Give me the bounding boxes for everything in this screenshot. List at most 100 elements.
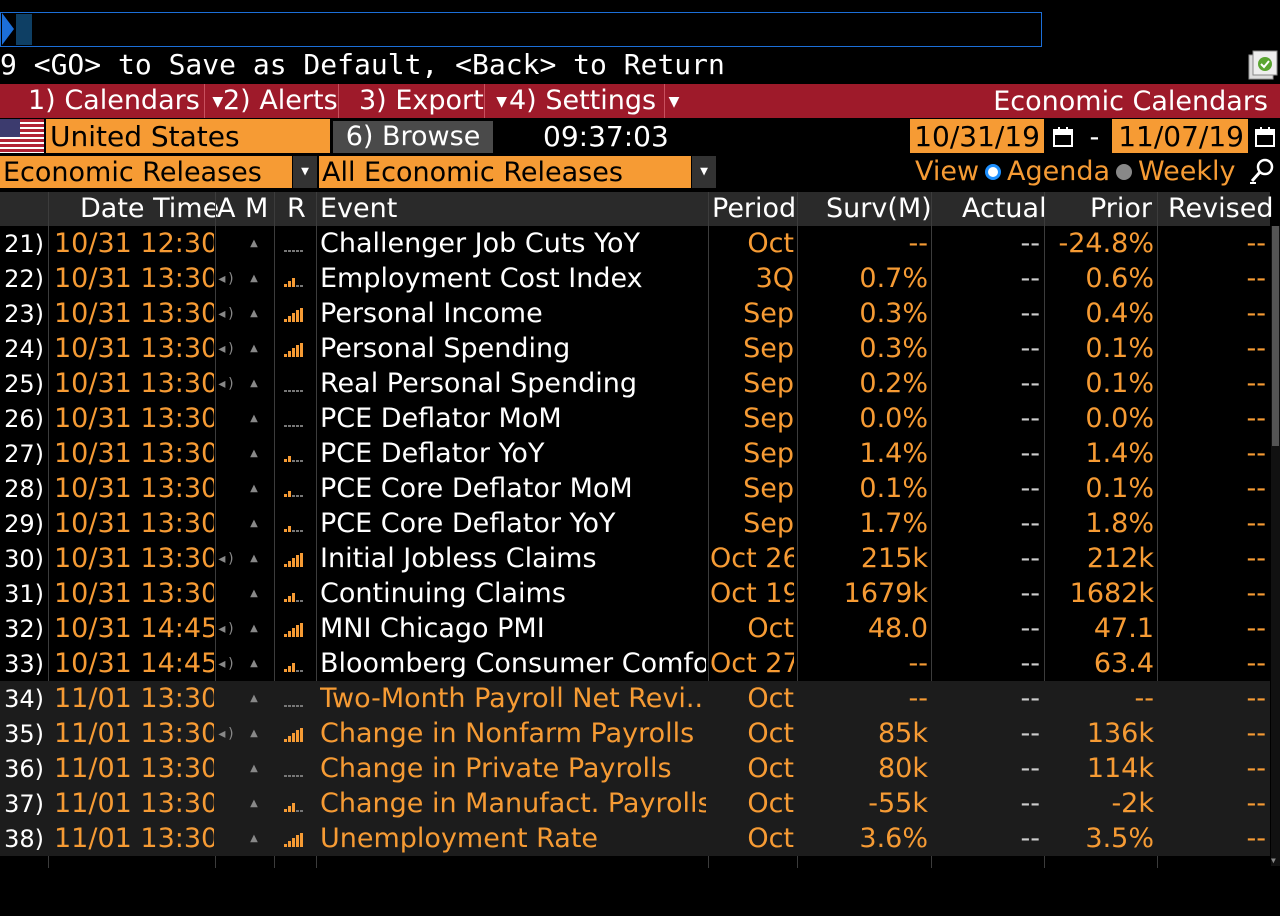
row-event[interactable]: Personal Spending (320, 333, 571, 364)
table-row[interactable]: 36) 11/01 13:30 Change in Private Payrolls… (0, 751, 1270, 786)
row-event[interactable]: PCE Core Deflator YoY (320, 508, 616, 539)
table-row[interactable]: 22) 10/31 13:30 Employment Cost Index 3Q 0.7… (0, 261, 1270, 296)
speaker-alert-icon[interactable]: ◂ ) (218, 376, 234, 392)
end-date-field[interactable]: 11/07/19 (1112, 119, 1248, 153)
speaker-alert-icon[interactable] (214, 821, 238, 856)
search-icon[interactable] (1248, 156, 1276, 186)
column-header-actual[interactable]: Actual (962, 193, 1047, 224)
row-event[interactable]: MNI Chicago PMI (320, 613, 545, 644)
bell-icon[interactable]: ▲ (250, 308, 258, 319)
menu-calendars[interactable]: 1) Calendars ▼ (0, 84, 223, 118)
bell-icon[interactable]: ▲ (250, 693, 258, 704)
view-weekly-label[interactable]: Weekly (1138, 156, 1236, 187)
bell-icon[interactable]: ▲ (250, 448, 258, 459)
chevron-down-icon[interactable]: ▼ (692, 156, 716, 188)
table-row[interactable]: 24) 10/31 13:30 Personal Spending Sep 0.3% --… (0, 331, 1270, 366)
table-row[interactable]: 21) 10/31 12:30 Challenger Job Cuts YoY Oct… (0, 226, 1270, 261)
view-agenda-radio[interactable] (985, 164, 1001, 180)
table-row[interactable]: 33) 10/31 14:45 Bloomberg Consumer Comfort… (0, 646, 1270, 681)
row-event[interactable]: Initial Jobless Claims (320, 543, 597, 574)
category-dropdown[interactable]: Economic Releases (0, 156, 292, 188)
row-event[interactable]: Real Personal Spending (320, 368, 638, 399)
bell-icon[interactable]: ▲ (250, 728, 258, 739)
country-field[interactable]: United States (46, 119, 330, 153)
speaker-alert-icon[interactable]: ◂ ) (218, 551, 234, 567)
speaker-alert-icon[interactable] (214, 506, 238, 541)
speaker-alert-icon[interactable]: ◂ ) (218, 656, 234, 672)
bell-icon[interactable]: ▲ (250, 763, 258, 774)
speaker-alert-icon[interactable]: ◂ ) (218, 341, 234, 357)
speaker-alert-icon[interactable]: ◂ ) (218, 306, 234, 322)
row-event[interactable]: Bloomberg Consumer Comfort (320, 648, 706, 679)
bell-icon[interactable]: ▲ (250, 833, 258, 844)
menu-export[interactable]: 3) Export ▼ (339, 84, 507, 118)
speaker-alert-icon[interactable] (214, 226, 238, 261)
row-event[interactable]: PCE Core Deflator MoM (320, 473, 633, 504)
scrollbar-thumb[interactable] (1272, 226, 1279, 446)
table-row[interactable]: 38) 11/01 13:30 Unemployment Rate Oct 3.6% --… (0, 821, 1270, 856)
speaker-alert-icon[interactable] (214, 576, 238, 611)
release-filter-dropdown[interactable]: All Economic Releases (319, 156, 691, 188)
row-event[interactable]: Challenger Job Cuts YoY (320, 228, 640, 259)
command-input[interactable] (34, 14, 1038, 45)
table-row[interactable]: 37) 11/01 13:30 Change in Manufact. Payrol… (0, 786, 1270, 821)
bell-icon[interactable]: ▲ (250, 378, 258, 389)
row-event[interactable]: Change in Nonfarm Payrolls (320, 718, 695, 749)
row-event[interactable]: PCE Deflator YoY (320, 438, 545, 469)
row-event[interactable]: Employment Cost Index (320, 263, 643, 294)
speaker-alert-icon[interactable] (214, 681, 238, 716)
bell-icon[interactable]: ▲ (250, 623, 258, 634)
table-row[interactable]: 32) 10/31 14:45 MNI Chicago PMI Oct 48.0 -- 47… (0, 611, 1270, 646)
column-header-survey[interactable]: Surv(M) (826, 193, 932, 224)
bell-icon[interactable]: ▲ (250, 518, 258, 529)
bell-icon[interactable]: ▲ (250, 588, 258, 599)
table-row[interactable]: 25) 10/31 13:30 Real Personal Spending Sep 0… (0, 366, 1270, 401)
view-agenda-label[interactable]: Agenda (1007, 156, 1111, 187)
table-row[interactable]: 35) 11/01 13:30 Change in Nonfarm Payrolls… (0, 716, 1270, 751)
bell-icon[interactable]: ▲ (250, 798, 258, 809)
scroll-down-arrow-icon[interactable]: ▼ (1271, 856, 1276, 865)
column-header-alert[interactable]: A (217, 193, 236, 224)
menu-alerts[interactable]: 2) Alerts (205, 84, 339, 118)
calendar-icon[interactable] (1252, 124, 1278, 150)
bell-icon[interactable]: ▲ (250, 483, 258, 494)
table-row[interactable]: 30) 10/31 13:30 Initial Jobless Claims Oct … (0, 541, 1270, 576)
launchpad-icon[interactable] (1248, 50, 1278, 80)
scrollbar-track[interactable] (1271, 226, 1280, 866)
table-row[interactable]: 29) 10/31 13:30 PCE Core Deflator YoY Sep 1.… (0, 506, 1270, 541)
row-event[interactable]: Change in Private Payrolls (320, 753, 672, 784)
table-row[interactable]: 31) 10/31 13:30 Continuing Claims Oct 19 167… (0, 576, 1270, 611)
chevron-down-icon[interactable]: ▼ (293, 156, 317, 188)
speaker-alert-icon[interactable]: ◂ ) (218, 726, 234, 742)
row-event[interactable]: Continuing Claims (320, 578, 566, 609)
table-row[interactable]: 27) 10/31 13:30 PCE Deflator YoY Sep 1.4% -- 1… (0, 436, 1270, 471)
row-event[interactable]: Personal Income (320, 298, 543, 329)
column-header-datetime[interactable]: Date Time (80, 193, 220, 224)
browse-button[interactable]: 6) Browse (333, 121, 493, 153)
column-header-event[interactable]: Event (320, 193, 398, 224)
column-header-relevance[interactable]: R (287, 193, 306, 224)
bell-icon[interactable]: ▲ (250, 658, 258, 669)
table-row[interactable]: 28) 10/31 13:30 PCE Core Deflator MoM Sep 0.… (0, 471, 1270, 506)
speaker-alert-icon[interactable]: ◂ ) (218, 271, 234, 287)
row-event[interactable]: PCE Deflator MoM (320, 403, 562, 434)
row-event[interactable]: Change in Manufact. Payrolls (320, 788, 706, 819)
table-row[interactable]: 34) 11/01 13:30 Two-Month Payroll Net Revi… (0, 681, 1270, 716)
speaker-alert-icon[interactable] (214, 401, 238, 436)
bell-icon[interactable]: ▲ (250, 413, 258, 424)
start-date-field[interactable]: 10/31/19 (910, 119, 1044, 153)
bell-icon[interactable]: ▲ (250, 553, 258, 564)
menu-settings[interactable]: 4) Settings ▼ (485, 84, 679, 118)
row-event[interactable]: Two-Month Payroll Net Revi... (320, 683, 706, 714)
speaker-alert-icon[interactable] (214, 751, 238, 786)
column-header-prior[interactable]: Prior (1090, 193, 1153, 224)
speaker-alert-icon[interactable] (214, 471, 238, 506)
view-weekly-radio[interactable] (1116, 164, 1132, 180)
table-row[interactable]: 26) 10/31 13:30 PCE Deflator MoM Sep 0.0% -- 0… (0, 401, 1270, 436)
column-header-period[interactable]: Period (712, 193, 797, 224)
calendar-icon[interactable] (1050, 124, 1076, 150)
bell-icon[interactable]: ▲ (250, 273, 258, 284)
table-row[interactable]: 23) 10/31 13:30 Personal Income Sep 0.3% -- 0.… (0, 296, 1270, 331)
bell-icon[interactable]: ▲ (250, 238, 258, 249)
column-header-revised[interactable]: Revised (1168, 193, 1274, 224)
